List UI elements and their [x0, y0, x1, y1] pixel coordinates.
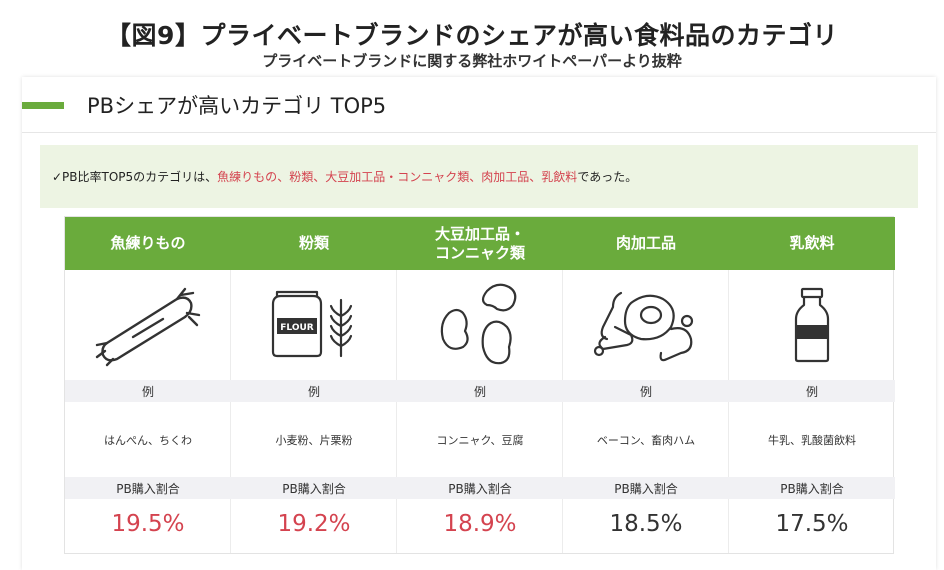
- ratio-value: 18.5%: [609, 511, 683, 537]
- note-highlight: 乳飲料: [541, 170, 578, 184]
- category-column: 乳飲料 例 牛乳、乳酸菌飲料 PB購入割合 17.5%: [729, 217, 895, 553]
- note-separator: 、: [529, 170, 542, 184]
- example-label: 例: [231, 380, 397, 402]
- note-separator: 、: [469, 170, 482, 184]
- category-column: 粉類 FLOUR 例 小麦粉、片栗粉 PB購入割合 19.2%: [231, 217, 397, 553]
- summary-note-text: ✓PB比率TOP5のカテゴリは、魚練りもの、粉類、大豆加工品・コンニャク類、肉加…: [52, 168, 637, 185]
- note-suffix: であった。: [577, 170, 638, 184]
- category-name: 肉加工品: [563, 217, 729, 270]
- category-name: 大豆加工品・ コンニャク類: [397, 217, 563, 270]
- summary-note: ✓PB比率TOP5のカテゴリは、魚練りもの、粉類、大豆加工品・コンニャク類、肉加…: [40, 145, 918, 208]
- ratio-value: 17.5%: [775, 511, 849, 537]
- page-subtitle: プライベートブランドに関する弊社ホワイトペーパーより抜粋: [262, 52, 682, 70]
- example-label: 例: [729, 380, 895, 402]
- flour-icon: FLOUR: [231, 270, 397, 380]
- category-name: 乳飲料: [729, 217, 895, 270]
- section-title: PBシェアが高いカテゴリ TOP5: [87, 94, 387, 118]
- ratio-value: 18.9%: [443, 511, 517, 537]
- milk-bottle-icon: [729, 270, 895, 380]
- note-highlight: 大豆加工品・コンニャク類: [325, 170, 470, 184]
- meat-icon: [563, 270, 729, 380]
- category-table: 魚練りもの 例 はんぺん、ちくわ PB購入割合 19.5% 粉類 FLOUR: [64, 216, 895, 554]
- note-highlight: 魚練りもの: [217, 170, 278, 184]
- example-label: 例: [65, 380, 231, 402]
- svg-text:FLOUR: FLOUR: [280, 323, 314, 333]
- page-title: 【図9】プライベートブランドのシェアが高い食料品のカテゴリ: [106, 21, 838, 50]
- example-label: 例: [563, 380, 729, 402]
- category-column: 魚練りもの 例 はんぺん、ちくわ PB購入割合 19.5%: [65, 217, 231, 553]
- example-text: 小麦粉、片栗粉: [275, 434, 353, 447]
- ratio-value: 19.2%: [277, 511, 351, 537]
- card-header: PBシェアが高いカテゴリ TOP5: [22, 77, 936, 133]
- note-highlight: 粉類: [289, 170, 314, 184]
- example-text: 牛乳、乳酸菌飲料: [768, 434, 856, 447]
- beans-icon: [397, 270, 563, 380]
- category-name: 魚練りもの: [65, 217, 231, 270]
- category-name: 粉類: [231, 217, 397, 270]
- note-prefix: ✓PB比率TOP5のカテゴリは、: [52, 170, 218, 184]
- note-separator: 、: [313, 170, 326, 184]
- ratio-value: 19.5%: [111, 511, 185, 537]
- example-label: 例: [397, 380, 563, 402]
- ratio-label: PB購入割合: [729, 477, 895, 499]
- category-column: 大豆加工品・ コンニャク類 例 コンニャク、豆腐 PB購入割合 18.9%: [397, 217, 563, 553]
- category-column: 肉加工品 例 ベーコン、畜肉ハム PB購入割合 18.5%: [563, 217, 729, 553]
- accent-bar: [22, 102, 64, 109]
- ratio-label: PB購入割合: [65, 477, 231, 499]
- note-separator: 、: [277, 170, 290, 184]
- note-highlight: 肉加工品: [481, 170, 530, 184]
- ratio-label: PB購入割合: [397, 477, 563, 499]
- example-text: はんぺん、ちくわ: [104, 434, 192, 447]
- fish-sausage-icon: [65, 270, 231, 380]
- example-text: ベーコン、畜肉ハム: [596, 434, 696, 447]
- example-text: コンニャク、豆腐: [436, 434, 524, 447]
- ratio-label: PB購入割合: [231, 477, 397, 499]
- ratio-label: PB購入割合: [563, 477, 729, 499]
